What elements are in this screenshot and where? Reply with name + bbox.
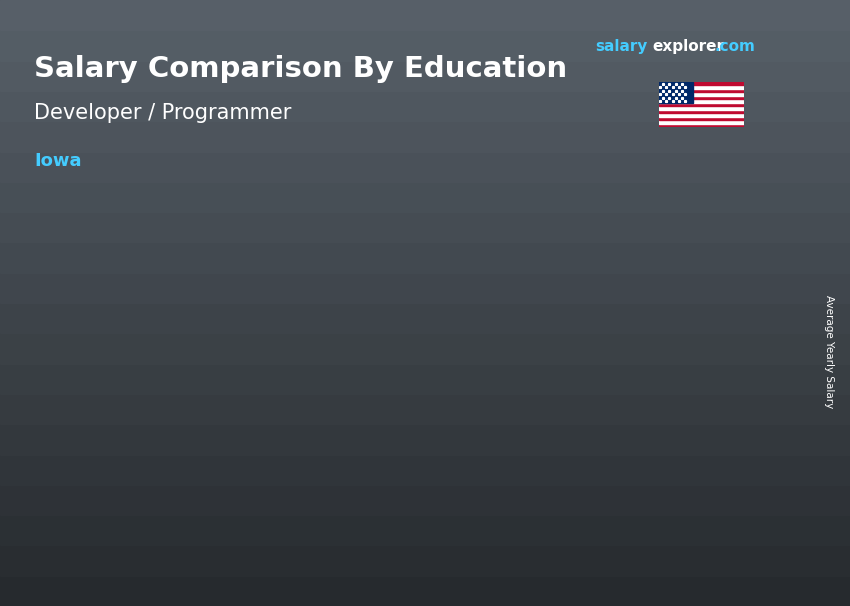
Text: explorer: explorer [653,39,725,55]
Bar [0,152,850,182]
Bar [0,394,850,424]
Text: .com: .com [714,39,755,55]
Text: Salary Comparison By Education: Salary Comparison By Education [34,55,567,82]
Bar [0,364,850,394]
Bar [0,182,850,212]
Bar [0,61,850,91]
Bar [0,485,850,515]
Bar [0,212,850,242]
Bar [0,0,850,30]
Bar [659,92,744,96]
Text: +57%: +57% [243,294,333,322]
Bar [0,121,850,152]
Bar [0,454,850,485]
Bar [110,431,124,533]
Bar [0,545,850,576]
Bar [602,265,616,533]
Bar [659,96,744,99]
Bar [0,91,850,121]
Text: Developer / Programmer: Developer / Programmer [34,103,292,123]
Bar [0,424,850,454]
Bar [0,333,850,364]
Bar [659,117,744,120]
Bar [659,82,744,85]
Bar [659,120,744,124]
Bar [659,99,744,103]
Text: salary: salary [595,39,648,55]
Bar [659,113,744,117]
Bar [659,110,744,113]
Bar [659,124,744,127]
Bar [0,30,850,61]
Bar [659,106,744,110]
Text: Average Yearly Salary: Average Yearly Salary [824,295,834,408]
Bar [616,265,719,533]
Bar [371,373,473,533]
Bar [0,242,850,273]
Bar [659,103,744,106]
Bar [659,89,744,92]
Text: 52,200 USD: 52,200 USD [132,408,232,423]
Text: 82,000 USD: 82,000 USD [377,350,478,365]
Bar [124,431,227,533]
Bar [0,515,850,545]
Bar [0,303,850,333]
Bar [0,273,850,303]
Text: +68%: +68% [484,235,573,263]
Bar [0,576,850,606]
Bar [659,82,693,103]
Bar [659,85,744,89]
Text: 137,000 USD: 137,000 USD [619,242,729,257]
Bar [356,373,371,533]
Text: Iowa: Iowa [34,152,82,170]
